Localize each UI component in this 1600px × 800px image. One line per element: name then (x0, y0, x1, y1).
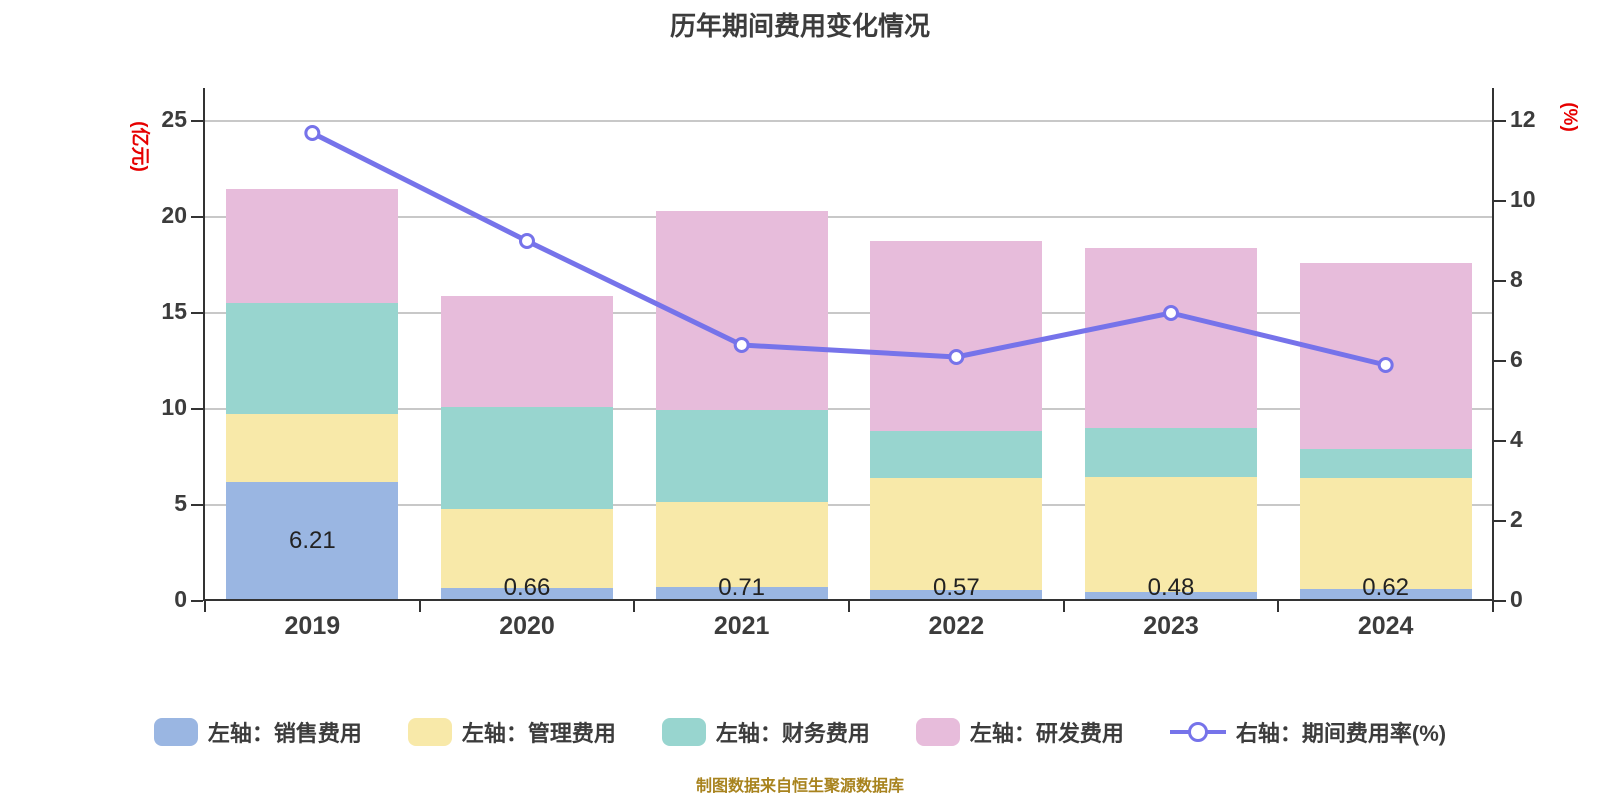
bottom-axis-line (203, 599, 1494, 601)
bottom-axis-tick-0 (204, 601, 206, 612)
x-axis-label-2023: 2023 (1143, 612, 1199, 640)
x-axis-label-2022: 2022 (928, 612, 985, 640)
bar-2021-sales (655, 587, 828, 601)
left-axis-tick-label-10: 10 (161, 394, 187, 420)
legend-item-sales[interactable]: 左轴：销售费用 (153, 716, 362, 748)
gridline-25 (205, 120, 1493, 122)
left-axis-tick-15 (191, 312, 203, 314)
bar-2019-admin (226, 413, 399, 482)
left-axis-line (203, 88, 205, 601)
legend-label-admin: 左轴：管理费用 (461, 721, 616, 746)
bar-value-label-2022: 0.57 (932, 574, 980, 601)
right-axis-tick-6 (1494, 360, 1506, 362)
bar-2024-admin (1299, 477, 1472, 590)
admin-swatch-icon (407, 718, 452, 746)
legend-item-finance[interactable]: 左轴：财务费用 (661, 716, 870, 748)
chart-title: 历年期间费用变化情况 (669, 11, 930, 41)
left-axis-tick-label-5: 5 (174, 490, 187, 516)
gridline-10 (205, 408, 1493, 410)
bar-value-label-2024: 0.62 (1362, 574, 1410, 601)
bottom-axis-tick-6 (1492, 601, 1494, 612)
bar-value-label-2023: 0.48 (1147, 574, 1195, 601)
bar-2021-finance (655, 410, 828, 502)
bar-2023-admin (1085, 476, 1257, 592)
legend: 左轴：销售费用 左轴：管理费用 左轴：财务费用 左轴：研发费用 右轴：期间费用率(%) (0, 708, 1600, 756)
bar-2023-sales (1085, 591, 1257, 601)
bar-2019-rd (226, 188, 399, 304)
right-axis-tick-label-2: 2 (1510, 506, 1523, 532)
left-axis-tick-20 (191, 216, 203, 218)
bar-2022-finance (870, 431, 1043, 478)
bar-2020-sales (441, 588, 613, 601)
bar-2020-rd (441, 295, 613, 408)
legend-item-rd[interactable]: 左轴：研发费用 (915, 716, 1124, 748)
x-axis-label-2019: 2019 (284, 612, 341, 640)
bar-value-label-2020: 0.66 (503, 574, 551, 601)
right-axis-tick-label-0: 0 (1510, 586, 1523, 612)
legend-label-rd: 左轴：研发费用 (969, 721, 1124, 746)
legend-label-sales: 左轴：销售费用 (207, 721, 362, 746)
right-axis-tick-8 (1494, 280, 1506, 282)
left-axis-tick-0 (191, 600, 203, 602)
left-axis-tick-label-25: 25 (161, 106, 187, 132)
bottom-axis-tick-5 (1277, 601, 1280, 612)
bar-2021-rd (655, 211, 828, 411)
bottom-axis-tick-1 (418, 601, 421, 612)
left-axis-tick-label-15: 15 (161, 298, 187, 324)
bar-value-label-2021: 0.71 (718, 574, 766, 601)
right-axis-tick-label-12: 12 (1510, 106, 1536, 132)
bar-2019-sales (226, 481, 399, 601)
right-axis-line (1492, 88, 1494, 601)
bar-2023-rd (1085, 247, 1257, 429)
legend-item-admin[interactable]: 左轴：管理费用 (407, 716, 616, 748)
right-axis-tick-label-6: 6 (1510, 346, 1523, 372)
finance-swatch-icon (661, 718, 706, 746)
right-axis-tick-label-10: 10 (1510, 186, 1536, 212)
bar-value-label-2019: 6.21 (288, 527, 336, 555)
bar-2024-sales (1299, 589, 1472, 601)
x-axis-label-2024: 2024 (1357, 612, 1414, 640)
sales-swatch-icon (153, 718, 198, 746)
left-axis-tick-25 (191, 120, 203, 122)
bottom-axis-tick-4 (1062, 601, 1065, 612)
bar-2024-finance (1299, 448, 1472, 478)
left-axis-tick-label-0: 0 (174, 586, 187, 612)
gridline-5 (205, 504, 1493, 506)
footer-note: 制图数据来自恒生聚源数据库 (695, 778, 904, 795)
right-axis-tick-4 (1494, 440, 1506, 442)
bar-2019-finance (226, 303, 399, 414)
bottom-axis-tick-3 (848, 601, 850, 612)
left-axis-tick-10 (191, 408, 203, 410)
right-axis-tick-10 (1494, 200, 1506, 202)
bottom-axis-tick-2 (633, 601, 636, 612)
left-axis-tick-5 (191, 504, 203, 506)
right-axis-tick-label-4: 4 (1510, 426, 1523, 452)
rate-point-2020 (519, 233, 535, 249)
right-axis-tick-0 (1494, 600, 1506, 602)
rd-swatch-icon (915, 718, 960, 746)
bar-2022-sales (870, 590, 1043, 601)
legend-label-rate: 右轴：期间费用率(%) (1235, 721, 1447, 746)
bar-2023-finance (1085, 428, 1257, 477)
bar-2021-admin (655, 501, 828, 588)
x-axis-label-2020: 2020 (499, 612, 555, 640)
left-axis-tick-label-20: 20 (161, 202, 187, 228)
right-axis-tick-12 (1494, 120, 1506, 122)
rate-point-2019 (304, 125, 321, 141)
bar-2020-finance (441, 407, 613, 509)
bar-2022-admin (870, 477, 1043, 591)
rate-line-marker-icon (1169, 722, 1226, 742)
right-axis-tick-2 (1494, 520, 1506, 522)
bar-2022-rd (870, 241, 1043, 432)
right-axis-tick-label-8: 8 (1510, 266, 1523, 292)
x-axis-label-2021: 2021 (713, 612, 770, 640)
legend-item-rate[interactable]: 右轴：期间费用率(%) (1169, 716, 1447, 748)
bar-2020-admin (441, 508, 613, 589)
legend-label-finance: 左轴：财务费用 (715, 721, 870, 746)
bar-2024-rd (1299, 263, 1472, 449)
